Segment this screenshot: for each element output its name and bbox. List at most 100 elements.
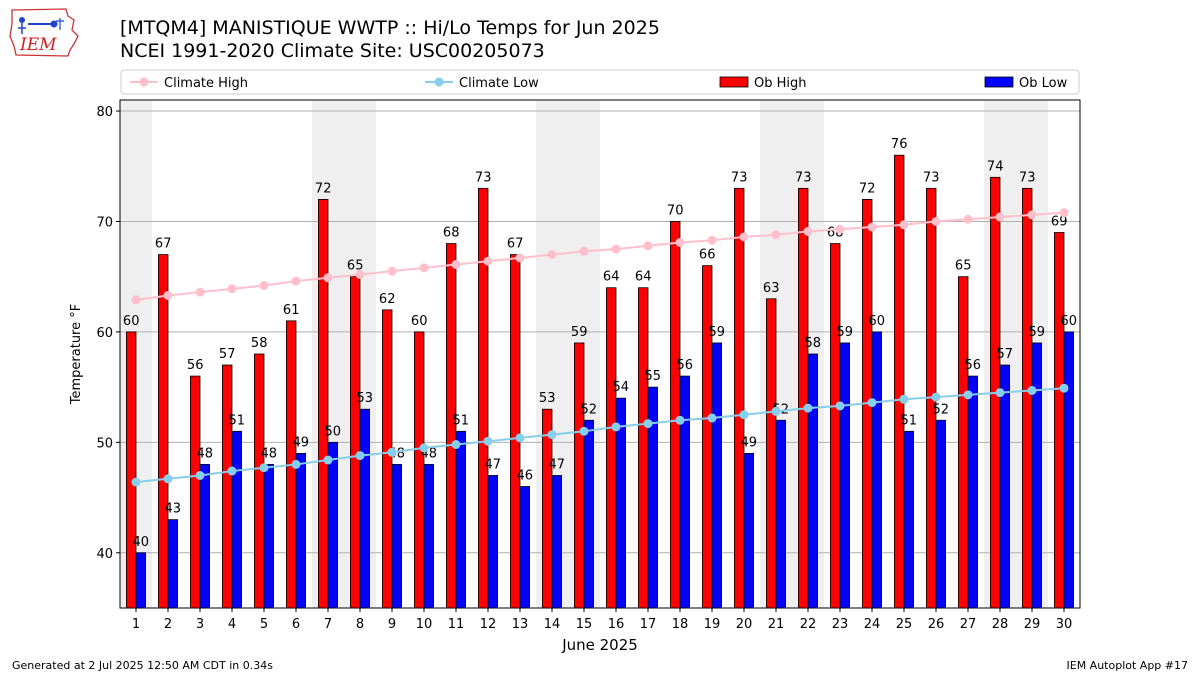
legend-entry-label: Climate High [164,76,248,91]
legend-bar-swatch [984,76,1014,88]
x-tick-label: 25 [896,617,913,632]
x-tick-label: 6 [292,617,300,632]
climate-low-point [579,426,589,436]
climate-low-point [931,392,941,402]
x-tick-label: 23 [832,617,849,632]
ob-high-bar [670,221,681,609]
ob-high-label: 66 [699,248,716,263]
x-tick-label: 1 [132,617,140,632]
x-tick-label: 3 [196,617,204,632]
y-tick-label: 50 [96,436,113,451]
ob-low-bar [839,342,851,609]
ob-low-bar [231,430,243,609]
ob-high-bar [734,187,745,609]
ob-high-label: 65 [347,259,364,274]
climate-low-point [867,398,877,408]
ob-high-bar [830,243,841,609]
ob-low-label: 59 [1029,325,1046,340]
ob-low-label: 47 [485,457,502,472]
climate-high-point [931,216,941,226]
climate-low-point [291,459,301,469]
climate-high-point [387,266,397,276]
ob-low-bar [743,452,755,609]
chart-title: [MTQM4] MANISTIQUE WWTP :: Hi/Lo Temps f… [120,17,660,39]
ob-high-bar [702,265,713,609]
x-tick-label: 18 [672,617,689,632]
climate-low-point [1059,383,1069,393]
ob-high-bar [638,287,649,609]
generated-footer: Generated at 2 Jul 2025 12:50 AM CDT in … [12,659,273,672]
climate-high-point [867,222,877,232]
climate-high-point [323,273,333,283]
climate-high-point [579,246,589,256]
ob-low-label: 43 [165,502,182,517]
ob-low-bar [679,375,691,609]
ob-low-bar [455,430,467,609]
climate-high-point [195,287,205,297]
ob-high-bar [606,287,617,609]
ob-high-bar [221,364,233,609]
ob-low-label: 60 [869,314,886,329]
climate-low-point [195,470,205,480]
plot-frame [119,99,1081,609]
ob-low-bar [423,464,435,609]
climate-high-point [707,235,717,245]
y-axis-label: Temperature °F [69,304,84,405]
ob-low-label: 57 [997,347,1014,362]
ob-low-bar [199,464,211,609]
climate-high-point [835,224,845,234]
ob-high-bar [413,331,425,609]
x-tick-label: 13 [512,617,529,632]
ob-low-label: 55 [645,369,662,384]
x-tick-label: 22 [800,617,817,632]
climate-low-point [835,401,845,411]
ob-high-label: 61 [283,303,300,318]
x-tick-label: 29 [1024,617,1041,632]
climate-high-point [1059,208,1069,218]
climate-high-point [163,290,173,300]
climate-high-point [259,281,269,291]
ob-low-label: 47 [549,457,566,472]
climate-high-point [803,226,813,236]
x-tick-label: 24 [864,617,881,632]
climate-high-point [547,250,557,260]
ob-high-bar [317,198,329,609]
y-tick-label: 80 [96,105,113,120]
climate-low-point [355,451,365,461]
x-tick-label: 12 [480,617,497,632]
ob-low-bar [1031,342,1043,609]
climate-low-point [803,403,813,413]
ob-low-bar [519,486,531,609]
x-tick-label: 15 [576,617,593,632]
climate-high-point [483,256,493,266]
climate-low-point [227,466,237,476]
ob-high-label: 73 [795,170,812,185]
climate-high-point [131,295,141,305]
x-tick-label: 10 [416,617,433,632]
legend-entry-label: Climate Low [459,76,539,91]
ob-high-label: 67 [507,237,524,252]
legend-bar-swatch [719,76,749,88]
ob-low-label: 46 [517,469,534,484]
y-tick-label: 40 [96,547,113,562]
legend-entry-label: Ob Low [1019,76,1068,91]
ob-high-bar [477,187,489,609]
climate-low-point [707,413,717,423]
ob-low-label: 48 [197,446,214,461]
ob-high-bar [189,375,201,609]
ob-low-bar [327,441,339,609]
ob-high-bar [798,187,809,609]
climate-high-point [611,244,621,254]
ob-high-label: 72 [315,181,332,196]
climate-low-point [387,447,397,457]
ob-high-bar [766,298,777,609]
ob-low-label: 49 [741,435,758,450]
climate-high-point [419,263,429,273]
ob-low-label: 59 [709,325,726,340]
ob-high-bar [157,254,169,609]
ob-high-label: 59 [571,325,588,340]
climate-low-point [611,422,621,432]
ob-high-label: 64 [635,270,652,285]
climate-high-point [1027,210,1037,220]
climate-low-point [515,433,525,443]
